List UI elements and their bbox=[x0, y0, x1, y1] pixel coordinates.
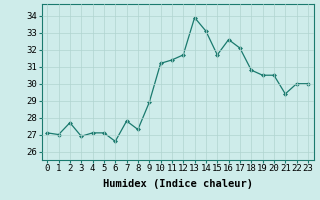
X-axis label: Humidex (Indice chaleur): Humidex (Indice chaleur) bbox=[103, 179, 252, 189]
